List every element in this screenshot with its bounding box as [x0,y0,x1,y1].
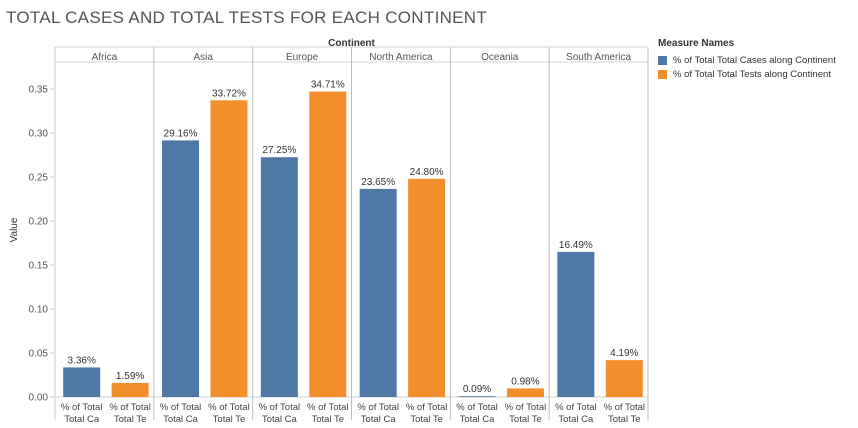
data-label-europe-tests: 34.71% [311,80,345,91]
legend: Measure Names % of Total Total Cases alo… [658,38,836,81]
x-tick-label: % of Total [160,402,202,413]
category-label-south-america: South America [566,52,631,63]
column-header: Continent [328,38,375,49]
category-label-europe: Europe [286,52,319,63]
data-label-africa-cases: 3.36% [68,355,96,366]
data-label-south-america-tests: 4.19% [610,348,638,359]
y-tick-label: 0.10 [29,305,49,316]
bar-oceania-cases [458,396,496,397]
legend-label-tests: % of Total Total Tests along Continent [673,68,831,80]
x-tick-label: % of Total [208,402,250,413]
x-tick-label: Total Ca [361,414,397,425]
bar-africa-tests [111,383,149,397]
x-tick-label: Total Te [608,414,641,425]
legend-item-cases[interactable]: % of Total Total Cases along Continent [658,53,836,67]
legend-item-tests[interactable]: % of Total Total Tests along Continent [658,67,836,81]
x-tick-label: % of Total [109,402,151,413]
bar-oceania-tests [506,388,544,397]
y-tick-label: 0.20 [29,217,49,228]
x-tick-label: Total Te [509,414,542,425]
bar-north-america-tests [408,178,446,397]
x-tick-label: Total Ca [558,414,594,425]
bar-asia-tests [210,100,248,397]
bar-asia-cases [162,140,200,397]
y-tick-label: 0.25 [29,173,49,184]
x-tick-label: Total Te [114,414,147,425]
category-label-oceania: Oceania [481,52,519,63]
data-label-africa-tests: 1.59% [116,371,144,382]
legend-title: Measure Names [658,38,735,49]
bar-africa-cases [63,367,101,397]
legend-swatch-tests [658,69,667,79]
x-tick-label: Total Ca [163,414,199,425]
category-label-north-america: North America [369,52,433,63]
x-tick-label: % of Total [505,402,547,413]
y-tick-label: 0.05 [29,349,49,360]
category-label-africa: Africa [92,52,118,63]
x-tick-label: Total Ca [64,414,100,425]
bar-europe-cases [260,157,298,397]
data-label-north-america-tests: 24.80% [410,167,444,178]
data-label-north-america-cases: 23.65% [361,177,395,188]
bar-europe-tests [309,91,347,397]
y-tick-label: 0.15 [29,261,49,272]
data-label-oceania-cases: 0.09% [463,384,491,395]
x-tick-label: % of Total [604,402,646,413]
x-tick-label: % of Total [406,402,448,413]
x-tick-label: % of Total [555,402,597,413]
y-axis-label: Value [9,217,20,242]
x-tick-label: % of Total [456,402,498,413]
x-tick-label: % of Total [357,402,399,413]
x-tick-label: Total Ca [262,414,298,425]
legend-swatch-cases [658,55,667,65]
x-tick-label: Total Ca [460,414,496,425]
data-label-oceania-tests: 0.98% [511,376,539,387]
y-tick-label: 0.00 [29,393,49,404]
data-label-asia-tests: 33.72% [212,88,246,99]
x-tick-label: Total Te [213,414,246,425]
data-label-asia-cases: 29.16% [164,128,198,139]
data-label-south-america-cases: 16.49% [559,240,593,251]
y-tick-label: 0.35 [29,85,49,96]
x-tick-label: Total Te [311,414,344,425]
x-tick-label: % of Total [307,402,349,413]
chart-title: TOTAL CASES AND TOTAL TESTS FOR EACH CON… [6,8,488,27]
x-tick-label: % of Total [259,402,301,413]
bar-south-america-tests [605,360,643,397]
bar-north-america-cases [359,188,397,397]
x-tick-label: % of Total [61,402,103,413]
legend-label-cases: % of Total Total Cases along Continent [673,54,836,66]
data-label-europe-cases: 27.25% [262,145,296,156]
bar-south-america-cases [557,251,595,397]
x-tick-label: Total Te [410,414,443,425]
category-label-asia: Asia [194,52,214,63]
y-tick-label: 0.30 [29,129,49,140]
